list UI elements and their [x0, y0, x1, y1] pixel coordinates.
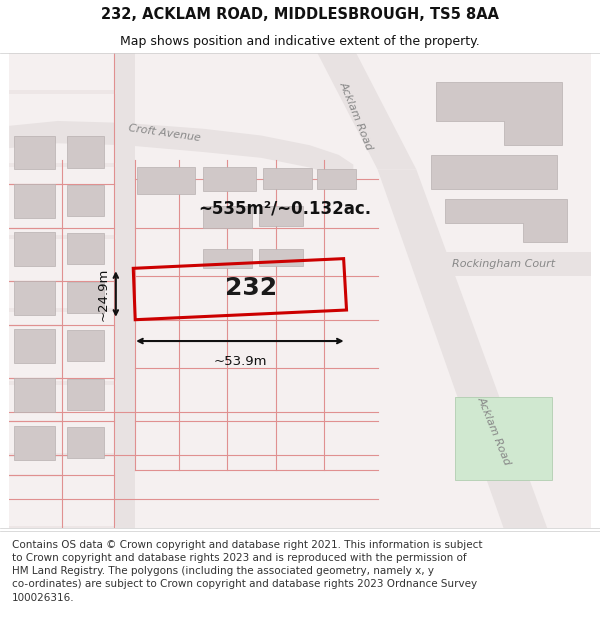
- Polygon shape: [9, 381, 116, 384]
- Bar: [14, 136, 55, 169]
- Bar: [67, 136, 104, 168]
- Polygon shape: [455, 398, 552, 479]
- Text: Croft Avenue: Croft Avenue: [128, 122, 201, 142]
- Polygon shape: [9, 90, 116, 94]
- Polygon shape: [9, 121, 353, 184]
- Text: ~535m²/~0.132ac.: ~535m²/~0.132ac.: [198, 199, 371, 217]
- Bar: [14, 232, 55, 266]
- Bar: [67, 428, 104, 458]
- Polygon shape: [9, 454, 116, 458]
- Text: Rockingham Court: Rockingham Court: [452, 259, 555, 269]
- Bar: [259, 206, 303, 226]
- Polygon shape: [9, 308, 116, 312]
- Bar: [263, 168, 311, 189]
- Bar: [14, 378, 55, 412]
- Polygon shape: [445, 199, 566, 242]
- Polygon shape: [114, 53, 135, 528]
- Text: Map shows position and indicative extent of the property.: Map shows position and indicative extent…: [120, 35, 480, 48]
- Polygon shape: [377, 169, 547, 528]
- Bar: [259, 249, 303, 266]
- Bar: [14, 426, 55, 460]
- Text: ~53.9m: ~53.9m: [213, 354, 266, 367]
- Text: ~24.9m: ~24.9m: [97, 268, 110, 321]
- Bar: [67, 185, 104, 216]
- Bar: [137, 166, 196, 194]
- Bar: [67, 233, 104, 264]
- Polygon shape: [431, 155, 557, 189]
- Polygon shape: [9, 162, 116, 166]
- Polygon shape: [9, 236, 116, 239]
- Polygon shape: [9, 526, 116, 530]
- Polygon shape: [317, 53, 416, 169]
- Polygon shape: [416, 252, 591, 276]
- Bar: [67, 379, 104, 410]
- Bar: [317, 169, 356, 189]
- Bar: [203, 206, 251, 228]
- Bar: [14, 281, 55, 315]
- Polygon shape: [9, 53, 591, 528]
- Bar: [203, 249, 251, 268]
- Bar: [14, 329, 55, 363]
- Text: Acklam Road: Acklam Road: [476, 396, 512, 467]
- Bar: [67, 282, 104, 313]
- Text: 232, ACKLAM ROAD, MIDDLESBROUGH, TS5 8AA: 232, ACKLAM ROAD, MIDDLESBROUGH, TS5 8AA: [101, 8, 499, 22]
- Bar: [14, 184, 55, 218]
- Text: Contains OS data © Crown copyright and database right 2021. This information is : Contains OS data © Crown copyright and d…: [12, 540, 482, 602]
- Bar: [67, 331, 104, 361]
- Text: Acklam Road: Acklam Road: [338, 81, 374, 152]
- Polygon shape: [436, 82, 562, 145]
- Bar: [203, 166, 256, 191]
- Text: 232: 232: [226, 276, 278, 300]
